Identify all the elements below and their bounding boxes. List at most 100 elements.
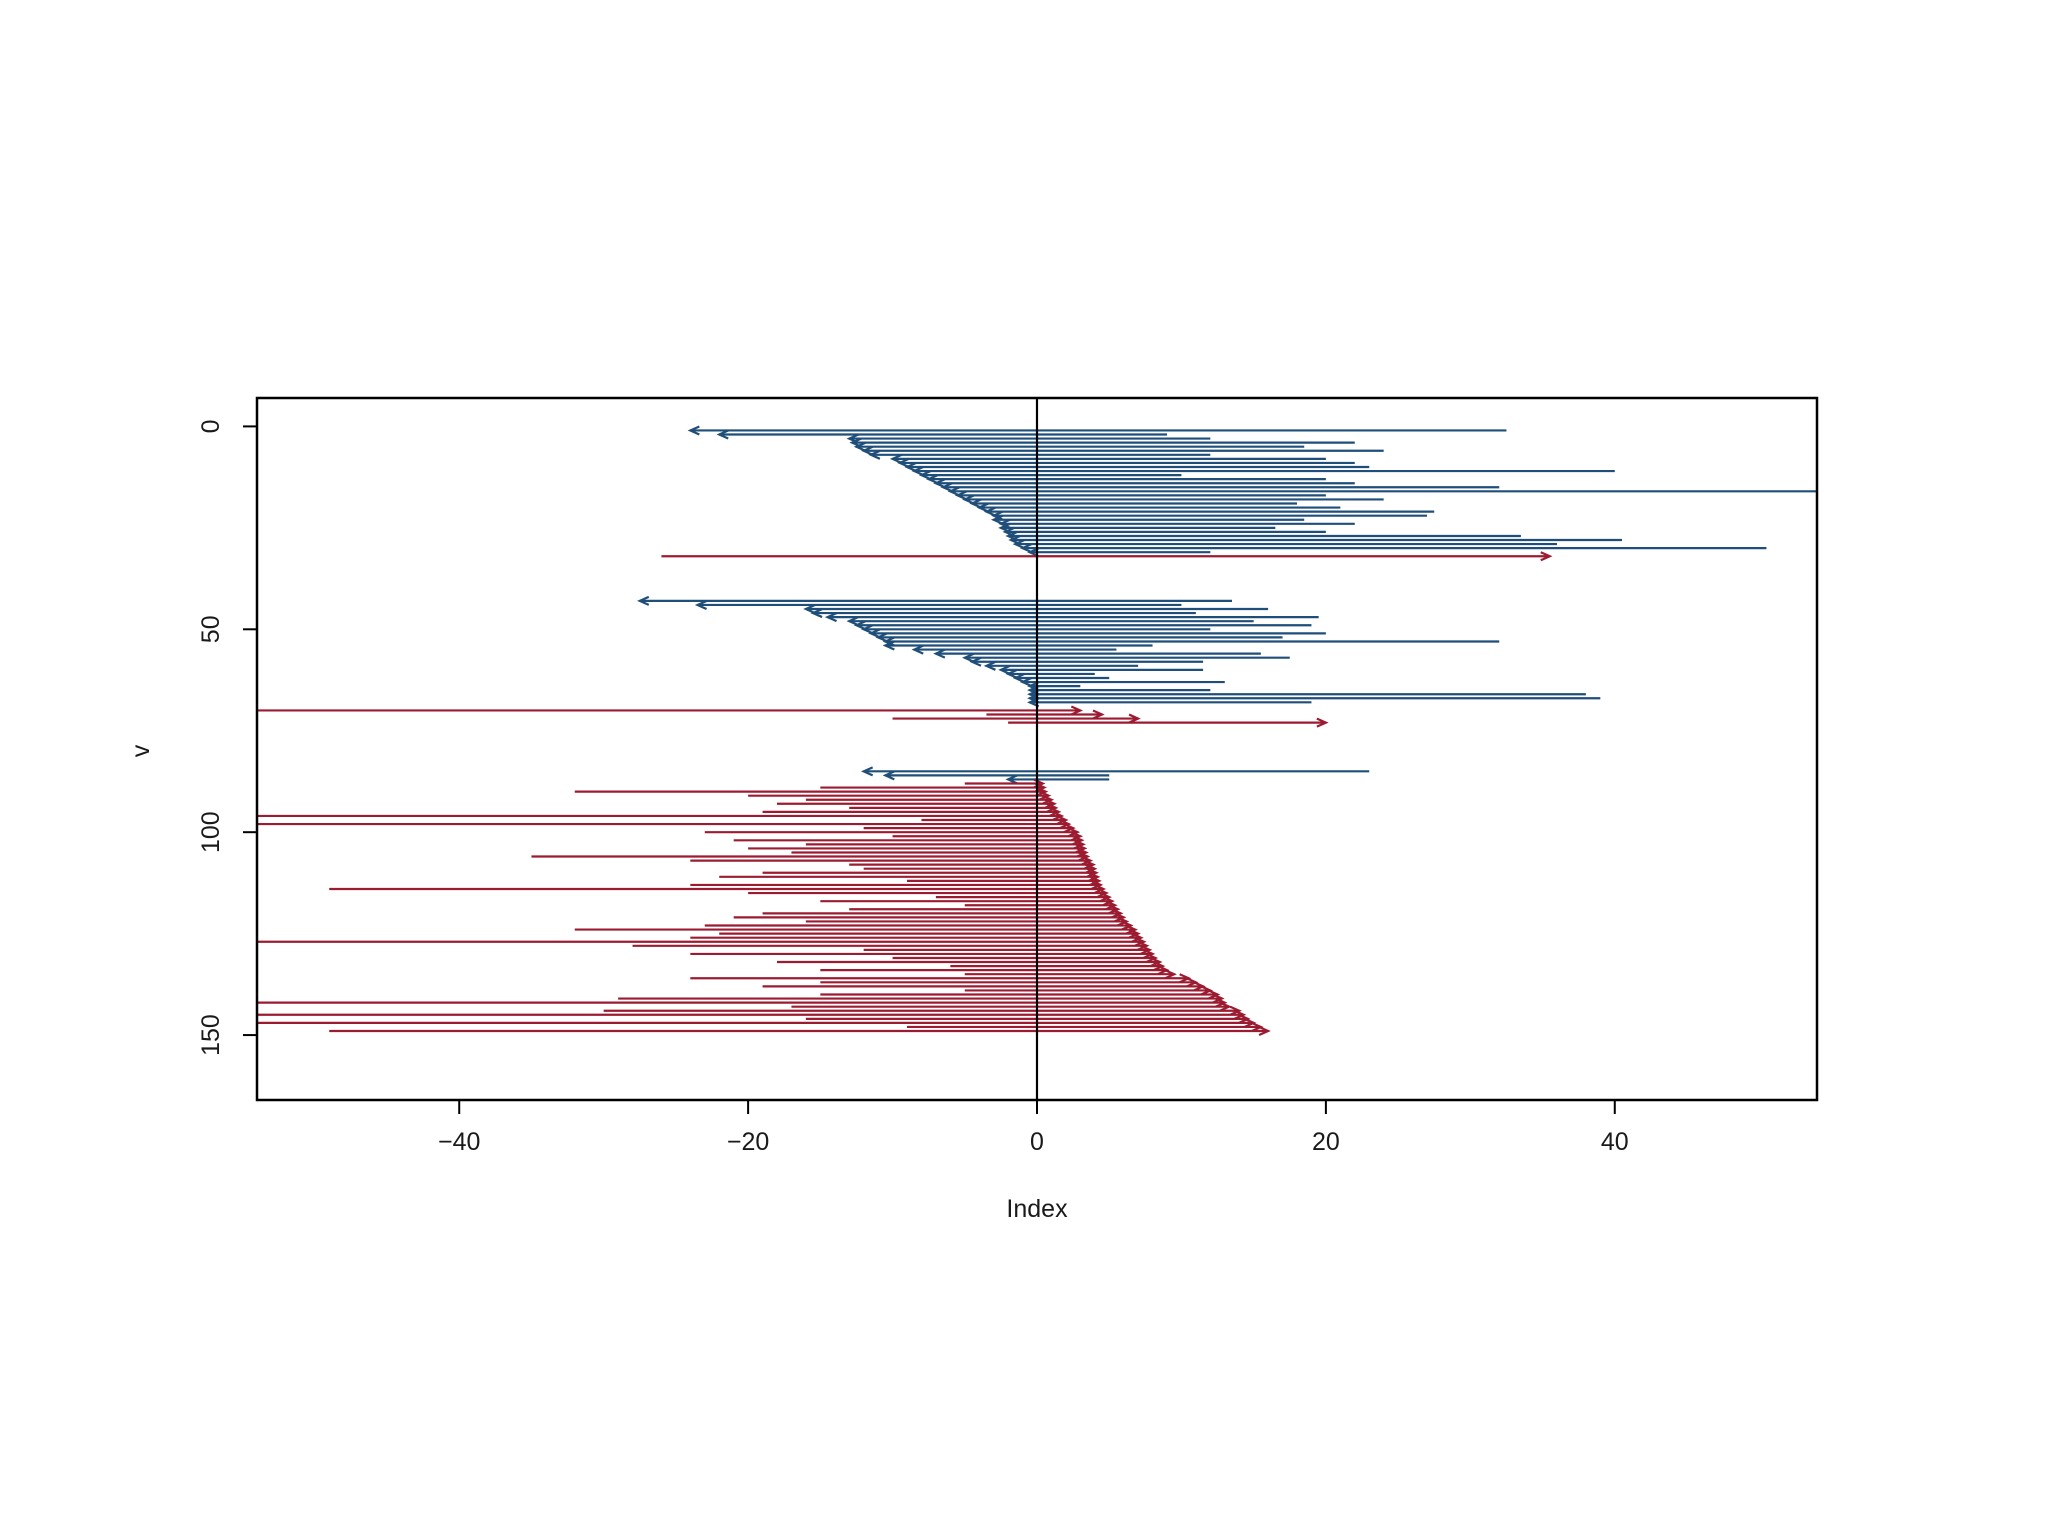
blue-arrow [1002, 526, 1326, 537]
blue-arrow [969, 498, 1297, 509]
red-arrow [257, 819, 1072, 830]
blue-arrow [1027, 547, 1211, 558]
red-arrow [531, 851, 1091, 862]
x-tick-label: 40 [1601, 1128, 1629, 1156]
red-arrow [704, 920, 1134, 931]
red-arrow [820, 896, 1115, 907]
blue-arrow [868, 449, 1211, 460]
blue-arrow [853, 441, 1305, 452]
red-arrow [964, 985, 1214, 996]
red-arrow [733, 912, 1127, 923]
blue-arrow [1027, 693, 1601, 704]
blue-arrow [687, 425, 1507, 436]
blue-arrow [918, 470, 1182, 481]
blue-arrow [983, 506, 1435, 517]
red-arrow [907, 1021, 1264, 1032]
red-arrow [777, 957, 1163, 968]
red-arrow [907, 875, 1102, 886]
blue-arrow [954, 490, 1326, 501]
blue-arrow [962, 494, 1384, 505]
red-arrow [805, 1013, 1251, 1024]
red-arrow [964, 778, 1046, 789]
red-arrow [1008, 717, 1329, 728]
blue-arrow [1008, 535, 1622, 546]
red-arrow [791, 847, 1089, 858]
red-arrow [820, 965, 1170, 976]
red-arrow [748, 790, 1052, 801]
red-arrow [748, 888, 1110, 899]
red-arrow [257, 1017, 1257, 1028]
red-arrow [863, 863, 1098, 874]
red-arrow [950, 961, 1166, 972]
red-arrow [791, 1001, 1232, 1012]
blue-arrow [853, 620, 1312, 631]
red-arrow [805, 916, 1130, 927]
red-arrow [632, 940, 1150, 951]
y-tick-label: 0 [197, 419, 225, 433]
red-arrow [690, 932, 1144, 943]
red-arrow [257, 936, 1147, 947]
x-tick-label: −40 [438, 1128, 480, 1156]
red-arrow [863, 823, 1076, 834]
red-arrow [892, 713, 1141, 724]
red-arrow [777, 798, 1058, 809]
red-arrow [849, 904, 1121, 915]
blue-arrow [998, 664, 1204, 675]
red-arrow [257, 1009, 1247, 1020]
red-arrow [892, 952, 1159, 963]
red-arrow [849, 802, 1059, 813]
blue-arrow [1019, 543, 1767, 554]
y-tick-label: 100 [197, 811, 225, 853]
red-arrow [257, 810, 1065, 821]
blue-arrow [860, 766, 1370, 777]
red-arrow [748, 843, 1088, 854]
red-arrow [704, 827, 1081, 838]
blue-arrow [1027, 685, 1211, 696]
x-axis-title: Index [1006, 1195, 1068, 1223]
blue-arrow [962, 652, 1290, 663]
red-arrow [329, 1026, 1271, 1037]
blue-arrow [694, 599, 1182, 610]
blue-arrow [998, 518, 1355, 529]
red-arrow [257, 705, 1084, 716]
red-arrow [863, 944, 1153, 955]
blue-arrow [875, 632, 1283, 643]
blue-arrow [940, 482, 1500, 493]
red-arrow [820, 782, 1047, 793]
blue-arrow [1019, 677, 1225, 688]
blue-arrow [846, 616, 1254, 627]
x-axis: −40 −20 0 20 40 [438, 1100, 1629, 1156]
blue-arrow [933, 648, 1261, 659]
blue-arrow [1012, 539, 1557, 550]
y-axis: 0 50 100 150 [197, 419, 257, 1056]
x-tick-label: −20 [727, 1128, 769, 1156]
blue-arrow [846, 433, 1211, 444]
blue-arrow [824, 612, 1319, 623]
blue-arrow [983, 660, 1139, 671]
red-arrow [964, 969, 1177, 980]
red-arrow [690, 948, 1156, 959]
red-arrow [935, 892, 1112, 903]
blue-arrow [1005, 774, 1110, 785]
blue-arrow [810, 608, 1196, 619]
blue-arrow [860, 445, 1384, 456]
blue-arrow [933, 478, 1355, 489]
blue-arrow [990, 514, 1305, 525]
red-arrow [820, 989, 1221, 1000]
blue-arrow [904, 461, 1370, 472]
blue-arrow [1005, 530, 1521, 541]
blue-arrow [1005, 668, 1095, 679]
blue-arrow [882, 640, 1153, 651]
y-tick-label: 150 [197, 1014, 225, 1056]
red-arrow [257, 997, 1228, 1008]
blue-arrow [947, 486, 1817, 497]
blue-arrow [911, 644, 1117, 655]
blue-arrow [716, 429, 1167, 440]
red-arrow [964, 900, 1118, 911]
red-arrow [574, 924, 1138, 935]
blue-arrow [849, 437, 1355, 448]
red-arrow [986, 709, 1105, 720]
blue-arrow [1027, 697, 1312, 708]
red-arrow [690, 879, 1104, 890]
